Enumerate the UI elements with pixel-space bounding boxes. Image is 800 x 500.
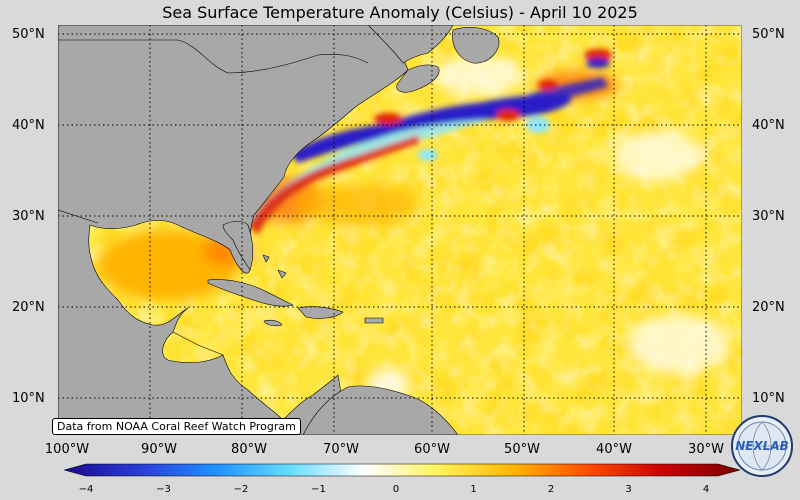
colorbar-tick-label: 1: [470, 484, 477, 495]
warm-eddy-3: [584, 49, 612, 61]
florida: [222, 220, 254, 271]
cool-eddy-1: [526, 117, 550, 133]
longitude-label: 70°W: [323, 442, 359, 457]
latitude-label-right: 20°N: [752, 300, 785, 315]
cool-eddy-2: [418, 149, 438, 161]
colorbar-tick-label: 3: [625, 484, 632, 495]
bahamas: [262, 254, 270, 263]
political-borders: [58, 39, 369, 356]
central-america-border: [172, 331, 224, 356]
newfoundland: [452, 27, 500, 64]
longitude-label: 50°W: [504, 442, 540, 457]
puerto-rico: [364, 317, 384, 324]
logo-text: NEXLAB: [735, 439, 789, 453]
longitude-label: 30°W: [688, 442, 724, 457]
latitude-label-left: 40°N: [12, 118, 45, 133]
map-frame: [58, 25, 742, 435]
us-canada-border: [58, 39, 369, 74]
jamaica: [263, 319, 283, 327]
colorbar-tick-label: 4: [702, 484, 710, 495]
latitude-label-left: 50°N: [12, 27, 45, 42]
longitude-label: 40°W: [596, 442, 632, 457]
latitude-label-right: 50°N: [752, 27, 785, 42]
coastal-cool-band: [248, 110, 488, 230]
latitude-label-left: 10°N: [12, 391, 45, 406]
latitude-label-right: 10°N: [752, 391, 785, 406]
map-title: Sea Surface Temperature Anomaly (Celsius…: [162, 3, 638, 22]
colorbar: [64, 463, 740, 477]
white-patch-atlantic-1: [613, 130, 703, 180]
warm-eddy-2: [496, 109, 520, 121]
latitude-label-right: 30°N: [752, 209, 785, 224]
graticule: [58, 25, 742, 435]
colorbar-tick-label: 0: [392, 484, 400, 495]
data-credit: Data from NOAA Coral Reef Watch Program: [52, 418, 301, 435]
us-mexico-border: [58, 209, 99, 224]
gulf-stream-warm-edge: [248, 135, 420, 235]
logo-globe-lines: [740, 421, 784, 471]
cuba: [207, 279, 294, 307]
warm-patch-mid: [298, 185, 418, 225]
colorbar-tick-label: −2: [233, 484, 249, 495]
cold-anomaly-band-2: [528, 77, 608, 107]
warm-eddy-1: [374, 113, 402, 125]
bahamas-2: [277, 269, 287, 279]
colorbar-tick-label: −4: [78, 484, 94, 495]
colorbar-tick-label: 2: [547, 484, 555, 495]
hispaniola: [297, 306, 344, 319]
nova-scotia: [396, 64, 440, 93]
cold-eddy-1: [586, 58, 610, 68]
sst-anomaly-map: [58, 25, 742, 435]
colorbar-tick-label: −3: [156, 484, 171, 495]
longitude-label: 80°W: [231, 442, 267, 457]
white-patch-atlantic-2: [628, 315, 728, 375]
latitude-label-left: 20°N: [12, 300, 45, 315]
longitude-label: 100°W: [44, 442, 90, 457]
nexlab-logo: NEXLAB: [731, 415, 793, 477]
latitude-label-right: 40°N: [752, 118, 785, 133]
warm-eddy-4: [538, 80, 558, 90]
warm-patch-gulf: [98, 230, 238, 300]
latitude-label-left: 30°N: [12, 209, 45, 224]
colorbar-tick-label: −1: [311, 484, 326, 495]
longitude-label: 90°W: [141, 442, 177, 457]
longitude-label: 60°W: [414, 442, 450, 457]
colorbar-bar: [64, 463, 740, 477]
cool-patch-labrador: [433, 55, 523, 95]
